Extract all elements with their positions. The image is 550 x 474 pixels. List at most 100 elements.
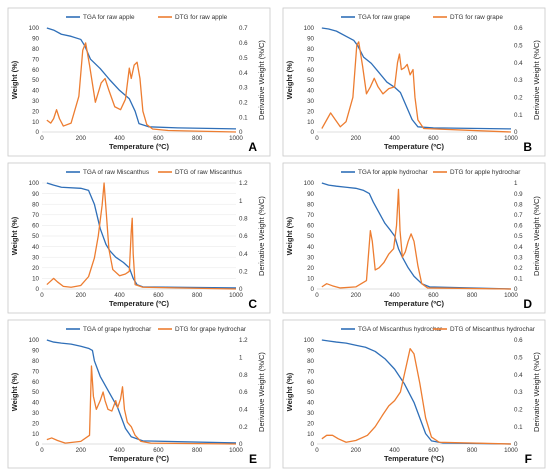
tga-line [321,182,512,290]
y2-tick-label: 0 [514,129,518,136]
x-tick-label: 400 [114,292,125,299]
y-tick-label: 60 [32,223,39,230]
y-tick-label: 60 [32,67,39,74]
panel-letter: C [248,297,257,311]
y2-tick-label: 0.6 [239,233,248,240]
y2-tick-label: 0.5 [239,55,248,62]
y2-tick-label: 0.4 [514,372,523,379]
y-tick-label: 40 [307,244,314,251]
x-tick-label: 400 [389,135,400,142]
y2-tick-label: 1.2 [239,180,248,187]
panel-e: 010203040506070809010000.20.40.60.811.20… [7,319,271,469]
x-tick-label: 200 [76,447,87,454]
x-axis-title: Temperature (ºC) [109,299,170,308]
y-axis-title: Weight (%) [285,60,294,99]
dtg-line [46,42,237,133]
y2-tick-label: 0 [239,129,243,136]
y-axis-title: Weight (%) [10,60,19,99]
y-tick-label: 80 [307,358,314,365]
x-tick-label: 400 [114,135,125,142]
y-tick-label: 70 [307,56,314,63]
x-tick-label: 0 [40,292,44,299]
y-tick-label: 70 [32,368,39,375]
y2-tick-label: 0.1 [514,424,523,431]
y2-tick-label: 1.2 [239,337,248,344]
y-axis-title: Weight (%) [285,372,294,411]
x-tick-label: 800 [192,135,203,142]
x-tick-label: 400 [389,292,400,299]
panel-letter: A [248,140,257,154]
panel-letter: B [523,140,532,154]
y2-tick-label: 1 [239,198,243,205]
x-tick-label: 800 [467,135,478,142]
y-tick-label: 50 [32,77,39,84]
y2-tick-label: 0.3 [239,85,248,92]
x-axis-title: Temperature (ºC) [384,299,445,308]
x-axis-title: Temperature (ºC) [109,454,170,463]
y-tick-label: 40 [32,244,39,251]
x-tick-label: 600 [428,447,439,454]
y-tick-label: 100 [29,25,40,32]
y-tick-label: 20 [307,265,314,272]
y-tick-label: 0 [311,286,315,293]
panel-border [7,319,271,469]
y-tick-label: 20 [32,265,39,272]
panel-letter: F [525,452,532,466]
y-tick-label: 90 [307,36,314,43]
x-tick-label: 600 [428,135,439,142]
tga-line [321,27,512,130]
y2-axis-title: Derivative Weight (%/C) [532,40,541,120]
legend-label: DTG of Miscanthus hydrochar [450,326,536,333]
y-tick-label: 90 [32,191,39,198]
panel-border [282,319,546,469]
x-axis-title: Temperature (ºC) [384,142,445,151]
y-tick-label: 80 [307,46,314,53]
y-tick-label: 60 [32,379,39,386]
y-tick-label: 40 [32,400,39,407]
x-tick-label: 800 [467,292,478,299]
y-tick-label: 60 [307,223,314,230]
y-tick-label: 100 [304,180,315,187]
y-tick-label: 60 [307,67,314,74]
y-tick-label: 30 [307,98,314,105]
x-tick-label: 400 [114,447,125,454]
y-tick-label: 40 [307,88,314,95]
dtg-line [46,365,237,445]
y-tick-label: 90 [32,36,39,43]
y-tick-label: 10 [32,119,39,126]
y-tick-label: 80 [32,358,39,365]
legend-label: TGA of raw Miscanthus [83,169,149,176]
x-tick-label: 0 [315,292,319,299]
x-axis-title: Temperature (ºC) [384,454,445,463]
y-tick-label: 80 [32,46,39,53]
y-tick-label: 50 [307,233,314,240]
y-tick-label: 0 [36,129,40,136]
y2-tick-label: 0.5 [514,355,523,362]
x-tick-label: 200 [76,292,87,299]
y2-tick-label: 0.3 [514,254,523,261]
x-tick-label: 0 [40,135,44,142]
y-tick-label: 40 [307,400,314,407]
legend-label: TGA for apple hydrochar [358,169,428,176]
y2-tick-label: 0.6 [239,389,248,396]
panel-letter: D [523,297,532,311]
y-tick-label: 50 [32,233,39,240]
y-tick-label: 30 [32,410,39,417]
y2-tick-label: 1 [514,180,518,187]
y2-tick-label: 0.2 [514,265,523,272]
x-tick-label: 1000 [229,292,243,299]
y-tick-label: 20 [32,420,39,427]
y-tick-label: 90 [307,348,314,355]
y-tick-label: 0 [311,441,315,448]
legend-label: DTG for raw grape [450,14,503,21]
y2-axis-title: Derivative Weight (%/C) [257,352,266,432]
y-tick-label: 100 [29,337,40,344]
y-tick-label: 50 [307,389,314,396]
y-tick-label: 90 [307,191,314,198]
y-tick-label: 10 [32,431,39,438]
panel-d: 010203040506070809010000.10.20.30.40.50.… [282,162,546,314]
y2-tick-label: 0.2 [239,424,248,431]
y2-tick-label: 0.4 [239,407,248,414]
y-axis-title: Weight (%) [10,372,19,411]
panel-border [7,7,271,157]
